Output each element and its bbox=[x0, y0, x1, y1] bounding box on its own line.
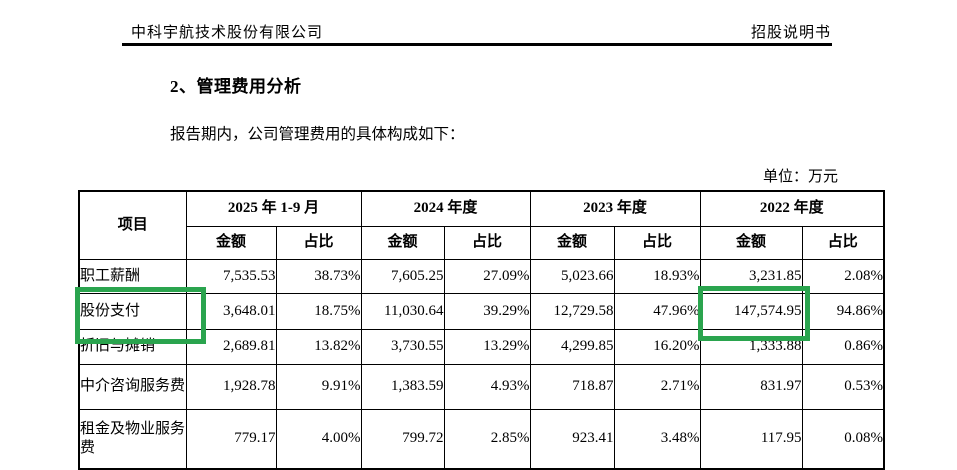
ratio-cell: 13.82% bbox=[275, 328, 362, 365]
amount-cell: 779.17 bbox=[185, 408, 277, 470]
table-row: 中介咨询服务费 1,928.78 9.91% 1,383.59 4.93% 71… bbox=[78, 363, 885, 410]
amount-cell: 3,648.01 bbox=[185, 292, 277, 330]
item-cell: 职工薪酬 bbox=[78, 258, 187, 294]
ratio-cell: 3.48% bbox=[613, 408, 701, 470]
item-column-header: 项目 bbox=[78, 190, 187, 260]
item-cell: 折旧与摊销 bbox=[78, 328, 187, 365]
ratio-cell: 38.73% bbox=[275, 258, 362, 294]
table-row: 租金及物业服务费 779.17 4.00% 799.72 2.85% 923.4… bbox=[78, 408, 885, 470]
ratio-cell: 4.93% bbox=[443, 363, 531, 410]
amount-cell: 117.95 bbox=[699, 408, 803, 470]
ratio-header: 占比 bbox=[801, 225, 885, 260]
amount-cell: 3,231.85 bbox=[699, 258, 803, 294]
ratio-cell: 2.85% bbox=[443, 408, 531, 470]
amount-cell: 1,333.88 bbox=[699, 328, 803, 365]
ratio-cell: 18.93% bbox=[613, 258, 701, 294]
section-heading: 2、管理费用分析 bbox=[170, 77, 302, 96]
amount-cell: 12,729.58 bbox=[529, 292, 615, 330]
period-header-2023: 2023 年度 bbox=[529, 190, 701, 227]
amount-cell: 11,030.64 bbox=[360, 292, 445, 330]
item-cell: 股份支付 bbox=[78, 292, 187, 330]
ratio-header: 占比 bbox=[443, 225, 531, 260]
amount-cell: 718.87 bbox=[529, 363, 615, 410]
amount-cell: 7,605.25 bbox=[360, 258, 445, 294]
period-header-2025: 2025 年 1-9 月 bbox=[185, 190, 362, 227]
ratio-header: 占比 bbox=[275, 225, 362, 260]
amount-cell: 1,383.59 bbox=[360, 363, 445, 410]
doc-type-label: 招股说明书 bbox=[750, 25, 831, 41]
ratio-cell: 0.08% bbox=[801, 408, 885, 470]
amount-cell: 5,023.66 bbox=[529, 258, 615, 294]
amount-cell: 2,689.81 bbox=[185, 328, 277, 365]
item-cell: 租金及物业服务费 bbox=[78, 408, 187, 470]
period-header-2024: 2024 年度 bbox=[360, 190, 531, 227]
ratio-cell: 47.96% bbox=[613, 292, 701, 330]
header-rule bbox=[122, 43, 832, 46]
amount-cell: 3,730.55 bbox=[360, 328, 445, 365]
amount-header: 金额 bbox=[699, 225, 803, 260]
amount-header: 金额 bbox=[185, 225, 277, 260]
ratio-header: 占比 bbox=[613, 225, 701, 260]
ratio-cell: 18.75% bbox=[275, 292, 362, 330]
ratio-cell: 4.00% bbox=[275, 408, 362, 470]
ratio-cell: 2.08% bbox=[801, 258, 885, 294]
intro-paragraph: 报告期内，公司管理费用的具体构成如下： bbox=[170, 126, 465, 143]
amount-cell: 4,299.85 bbox=[529, 328, 615, 365]
amount-cell: 7,535.53 bbox=[185, 258, 277, 294]
ratio-cell: 0.53% bbox=[801, 363, 885, 410]
ratio-cell: 39.29% bbox=[443, 292, 531, 330]
ratio-cell: 2.71% bbox=[613, 363, 701, 410]
amount-cell: 831.97 bbox=[699, 363, 803, 410]
amount-header: 金额 bbox=[529, 225, 615, 260]
amount-cell: 923.41 bbox=[529, 408, 615, 470]
ratio-cell: 0.86% bbox=[801, 328, 885, 365]
ratio-cell: 94.86% bbox=[801, 292, 885, 330]
table-row-highlighted: 股份支付 3,648.01 18.75% 11,030.64 39.29% 12… bbox=[78, 292, 885, 330]
table-row: 折旧与摊销 2,689.81 13.82% 3,730.55 13.29% 4,… bbox=[78, 328, 885, 365]
ratio-cell: 13.29% bbox=[443, 328, 531, 365]
company-name: 中科宇航技术股份有限公司 bbox=[131, 25, 324, 41]
unit-note: 单位：万元 bbox=[762, 169, 838, 185]
amount-cell: 799.72 bbox=[360, 408, 445, 470]
period-header-2022: 2022 年度 bbox=[699, 190, 885, 227]
ratio-cell: 16.20% bbox=[613, 328, 701, 365]
amount-cell: 1,928.78 bbox=[185, 363, 277, 410]
expense-table: 项目 2025 年 1-9 月 2024 年度 2023 年度 2022 年度 … bbox=[78, 190, 886, 470]
table-row: 职工薪酬 7,535.53 38.73% 7,605.25 27.09% 5,0… bbox=[78, 258, 885, 294]
ratio-cell: 9.91% bbox=[275, 363, 362, 410]
item-cell: 中介咨询服务费 bbox=[78, 363, 187, 410]
ratio-cell: 27.09% bbox=[443, 258, 531, 294]
amount-header: 金额 bbox=[360, 225, 445, 260]
amount-cell: 147,574.95 bbox=[699, 292, 803, 330]
